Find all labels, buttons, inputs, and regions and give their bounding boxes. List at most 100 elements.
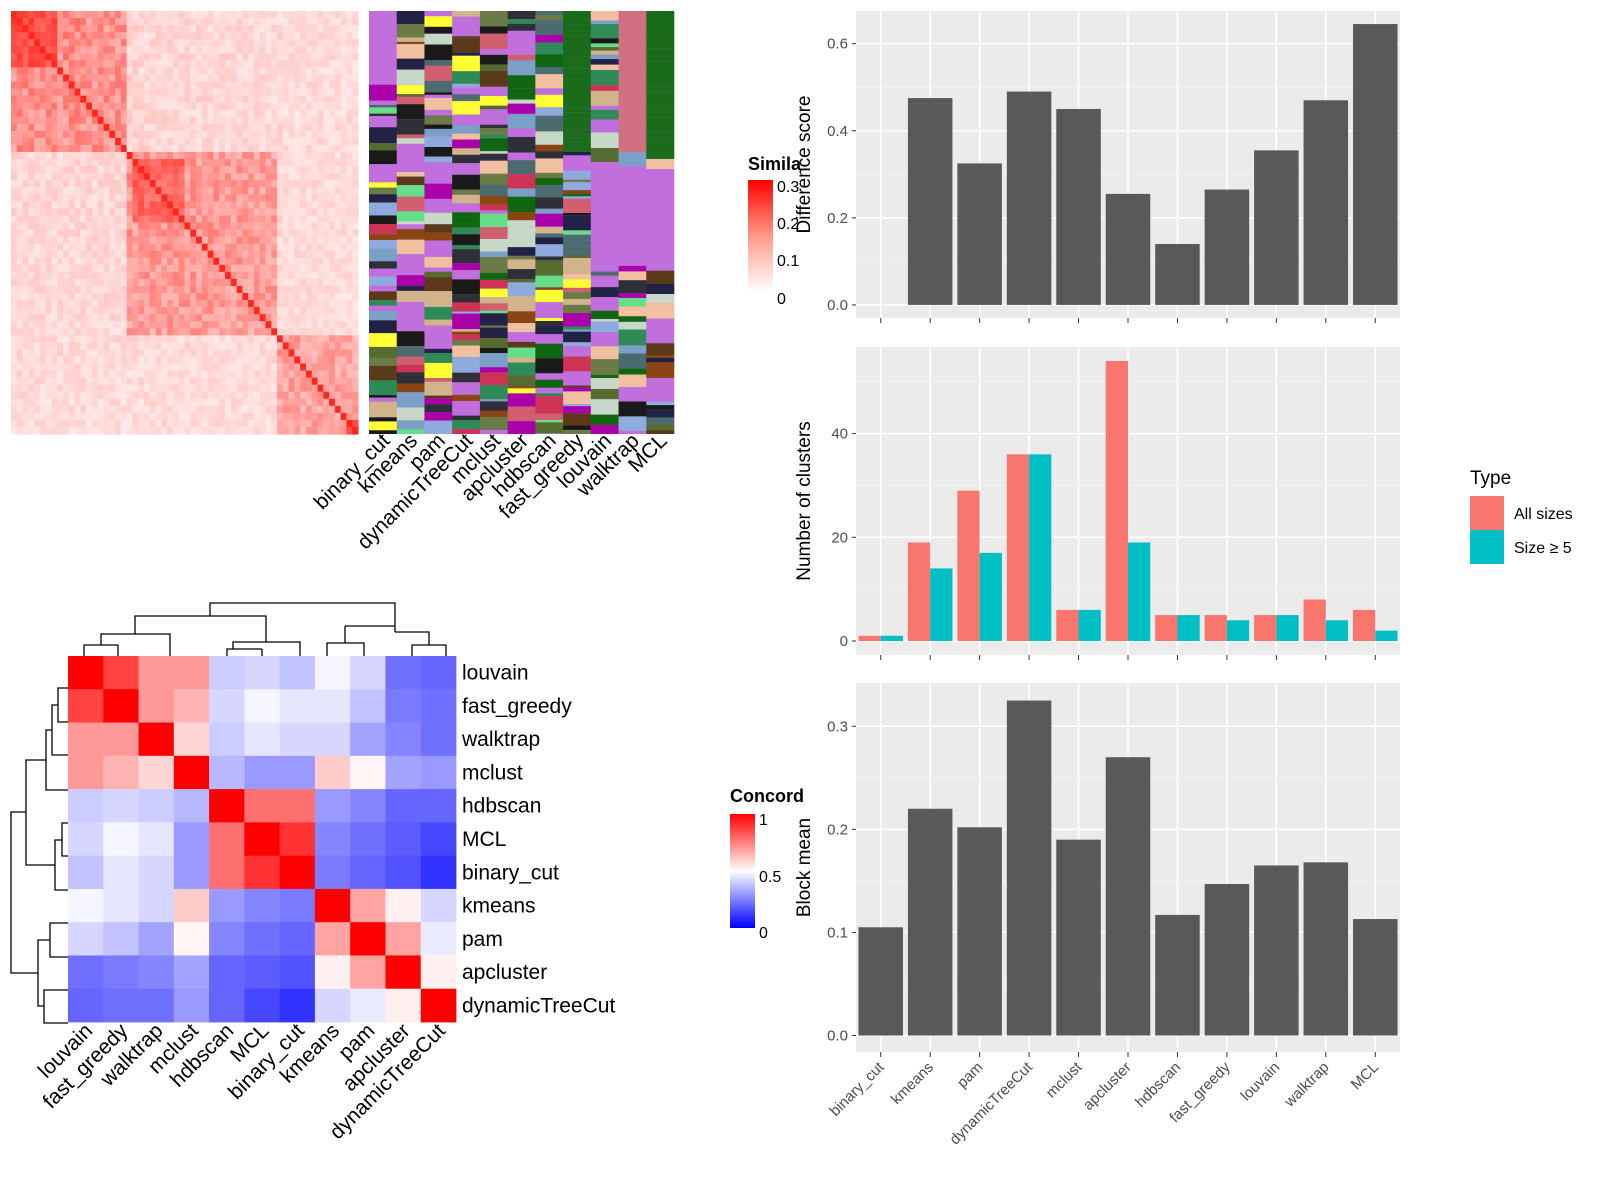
similarity-cell	[63, 46, 70, 54]
similarity-cell	[242, 405, 249, 414]
similarity-cell	[265, 39, 272, 47]
similarity-cell	[230, 405, 238, 414]
similarity-cell	[103, 370, 110, 379]
similarity-cell	[329, 426, 336, 435]
similarity-cell	[352, 180, 359, 188]
similarity-cell	[300, 180, 307, 188]
similarity-cell	[172, 278, 180, 287]
similarity-cell	[334, 11, 342, 19]
similarity-cell	[103, 419, 110, 428]
similarity-cell	[219, 109, 226, 118]
similarity-cell	[86, 201, 93, 209]
cluster-band	[507, 357, 536, 363]
similarity-cell	[219, 222, 226, 231]
similarity-cell	[63, 377, 70, 386]
similarity-cell	[16, 11, 24, 19]
similarity-cell	[109, 222, 116, 231]
similarity-cell	[242, 264, 249, 273]
similarity-cell	[236, 335, 243, 343]
cluster-band	[452, 133, 481, 140]
similarity-cell	[294, 307, 301, 315]
similarity-cell	[138, 293, 145, 301]
similarity-cell	[207, 88, 215, 97]
cluster-band	[535, 115, 564, 132]
similarity-cell	[265, 391, 272, 400]
concordance-cell	[209, 689, 245, 723]
similarity-cell	[305, 25, 313, 33]
similarity-cell	[219, 11, 226, 19]
cluster-band	[618, 198, 647, 205]
similarity-cell	[63, 405, 70, 414]
similarity-cell	[39, 166, 47, 174]
cluster-band	[396, 11, 425, 25]
similarity-cell	[34, 278, 41, 287]
similarity-cell	[138, 236, 145, 245]
similarity-cell	[144, 102, 151, 111]
cluster-band	[369, 187, 398, 195]
similarity-cell	[144, 278, 151, 287]
similarity-cell	[63, 25, 70, 33]
similarity-cell	[334, 307, 342, 315]
similarity-cell	[51, 342, 58, 350]
similarity-cell	[224, 215, 232, 224]
similarity-cell	[242, 67, 249, 76]
similarity-cell	[161, 67, 168, 76]
similarity-cell	[334, 321, 342, 329]
similarity-cell	[329, 60, 336, 68]
similarity-cell	[28, 102, 35, 111]
similarity-cell	[184, 349, 191, 358]
similarity-cell	[219, 180, 226, 188]
similarity-cell	[167, 398, 174, 407]
cluster-band	[563, 298, 592, 305]
similarity-cell	[190, 95, 197, 104]
similarity-cell	[120, 285, 128, 294]
similarity-cell	[39, 419, 47, 428]
similarity-cell	[155, 391, 162, 400]
similarity-cell	[265, 314, 272, 322]
similarity-cell	[91, 102, 99, 111]
similarity-cell	[149, 377, 157, 386]
similarity-cell	[253, 236, 261, 245]
similarity-cell	[253, 412, 261, 421]
cluster-band	[535, 35, 564, 43]
similarity-cell	[305, 194, 313, 202]
cluster-band	[590, 271, 619, 276]
similarity-cell	[224, 102, 232, 111]
similarity-cell	[28, 187, 35, 195]
similarity-cell	[277, 32, 284, 40]
similarity-cell	[86, 271, 93, 280]
similarity-cell	[16, 391, 24, 400]
similarity-cell	[230, 102, 238, 111]
similarity-cell	[219, 137, 226, 146]
similarity-cell	[340, 229, 348, 238]
similarity-cell	[236, 300, 243, 308]
similarity-cell	[352, 328, 359, 336]
cluster-band	[369, 224, 398, 235]
similarity-cell	[167, 39, 174, 47]
similarity-cell	[11, 307, 18, 315]
similarity-cell	[305, 307, 313, 315]
similarity-cell	[16, 88, 24, 97]
similarity-cell	[120, 159, 128, 167]
cluster-band	[618, 11, 647, 16]
similarity-cell	[265, 285, 272, 294]
bar	[1056, 839, 1101, 1036]
similarity-cell	[305, 222, 313, 231]
similarity-cell	[115, 222, 122, 231]
similarity-cell	[346, 356, 353, 365]
similarity-cell	[219, 370, 226, 379]
similarity-cell	[340, 173, 348, 181]
similarity-cell	[16, 285, 24, 294]
concordance-cell	[420, 755, 457, 790]
similarity-cell	[352, 229, 359, 238]
similarity-cell	[213, 130, 220, 139]
cluster-band	[646, 87, 675, 93]
cluster-band	[563, 56, 592, 69]
similarity-cell	[236, 116, 243, 125]
similarity-cell	[288, 25, 295, 33]
similarity-cell	[219, 349, 226, 358]
similarity-cell	[80, 419, 87, 428]
similarity-cell	[57, 173, 64, 181]
similarity-cell	[39, 384, 47, 393]
similarity-cell	[45, 159, 53, 167]
